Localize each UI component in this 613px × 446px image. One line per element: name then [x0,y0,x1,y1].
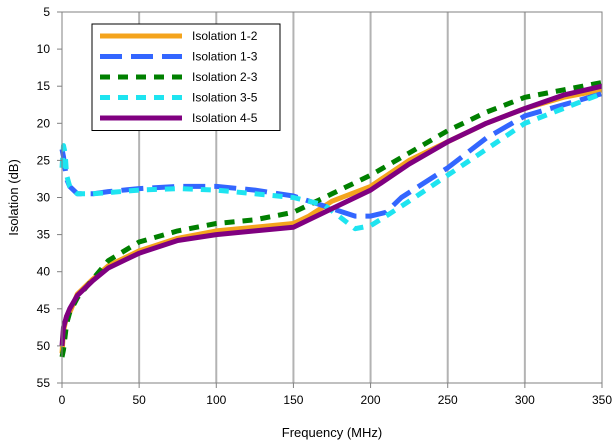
x-tick-label: 150 [283,393,303,407]
y-tick-label: 30 [37,191,51,205]
series-line-4 [59,91,603,232]
x-tick-label: 350 [592,393,612,407]
x-tick-label: 300 [515,393,535,407]
series-line-3 [59,80,603,358]
y-tick-label: 35 [37,228,51,242]
legend-label-5: Isolation 4-5 [192,111,258,125]
y-axis-ticks: 5 10 15 20 25 30 35 40 45 50 55 [37,5,62,390]
x-tick-label: 0 [59,393,66,407]
legend-label-4: Isolation 3-5 [192,91,258,105]
legend-label-3: Isolation 2-3 [192,70,258,84]
legend: Isolation 1-2 Isolation 1-3 Isolation 2-3 I… [91,23,281,131]
y-tick-label: 20 [37,116,51,130]
x-tick-label: 250 [438,393,458,407]
y-tick-label: 5 [43,5,50,19]
x-tick-label: 100 [206,393,226,407]
y-tick-label: 50 [37,339,51,353]
x-axis-ticks: 0 50 100 150 200 250 300 350 [59,383,612,407]
x-tick-label: 200 [361,393,381,407]
x-axis-label: Frequency (MHz) [282,425,382,440]
y-tick-label: 40 [37,265,51,279]
series-layer [59,80,603,358]
series-line-5 [59,83,603,347]
y-axis-label: Isolation (dB) [6,159,21,236]
y-tick-label: 10 [37,42,51,56]
series-line-2 [59,91,603,219]
y-tick-label: 15 [37,79,51,93]
x-tick-label: 50 [132,393,146,407]
y-tick-label: 25 [37,153,51,167]
legend-label-1: Isolation 1-2 [192,29,258,43]
y-tick-label: 55 [37,376,51,390]
y-tick-label: 45 [37,302,51,316]
legend-label-2: Isolation 1-3 [192,50,258,64]
